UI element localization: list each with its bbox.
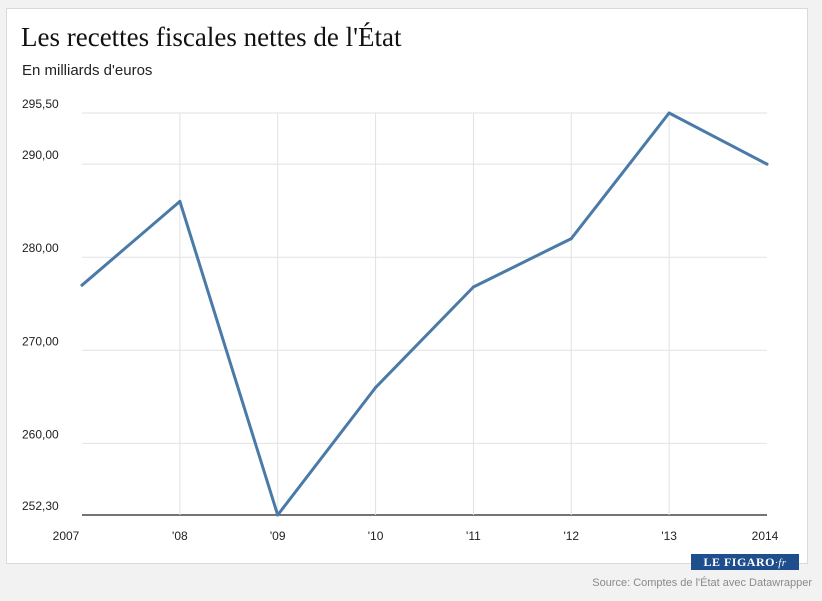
data-series [80, 111, 769, 517]
logo-suffix: ·fr [774, 557, 787, 569]
x-tick-label: 2014 [752, 529, 779, 543]
y-tick-label: 270,00 [22, 334, 59, 348]
x-tick-label: '09 [270, 529, 286, 543]
y-tick-label: 280,00 [22, 241, 59, 255]
data-point [178, 199, 182, 203]
y-tick-label: 290,00 [22, 148, 59, 162]
data-point [80, 283, 84, 287]
data-point [374, 386, 378, 390]
data-point [569, 237, 573, 241]
figaro-logo[interactable]: LE FIGARO·fr [691, 554, 799, 570]
source-note: Source: Comptes de l'État avec Datawrapp… [592, 577, 812, 589]
x-tick-label: '12 [563, 529, 579, 543]
x-tick-label: 2007 [53, 529, 80, 543]
chart-card [6, 8, 808, 564]
x-tick-label: '13 [661, 529, 677, 543]
y-tick-label: 295,50 [22, 97, 59, 111]
y-axis-ticks: 295,50 290,00 280,00 270,00 260,00 252,30 [22, 97, 59, 513]
data-point [765, 162, 769, 166]
y-tick-label: 252,30 [22, 499, 59, 513]
x-tick-label: '10 [368, 529, 384, 543]
logo-text: LE FIGARO [703, 555, 775, 569]
data-point [471, 285, 475, 289]
x-tick-label: '08 [172, 529, 188, 543]
data-point [276, 513, 280, 517]
x-axis-ticks: 2007 '08 '09 '10 '11 '12 '13 2014 [53, 529, 779, 543]
data-point [667, 111, 671, 115]
chart-subtitle: En milliards d'euros [22, 62, 153, 79]
grid-lines [82, 112, 767, 516]
y-tick-label: 260,00 [22, 427, 59, 441]
chart-title: Les recettes fiscales nettes de l'État [21, 22, 402, 52]
x-tick-label: '11 [466, 529, 481, 543]
series-line [80, 111, 769, 517]
